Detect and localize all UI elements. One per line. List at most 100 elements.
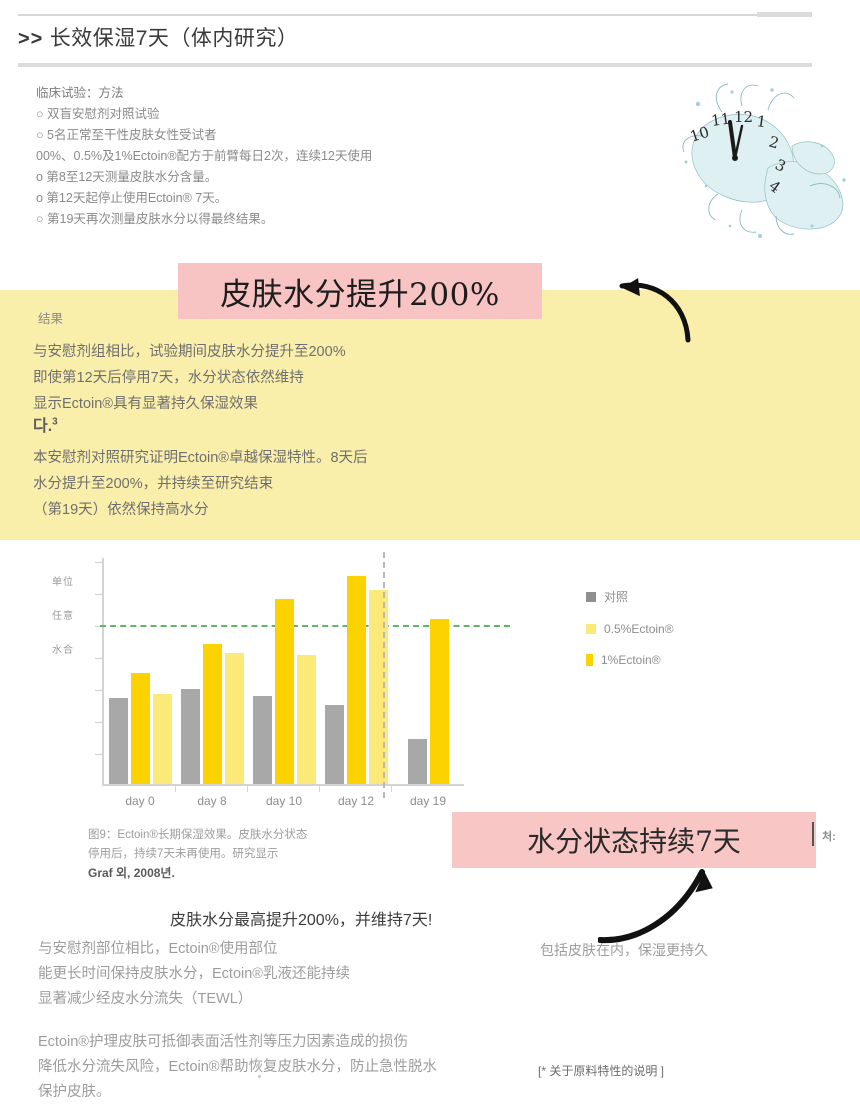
caption-line: 图9：Ectoin®长期保湿效果。皮肤水分状态 <box>88 829 308 841</box>
bottom-block-1: 与安慰剂部位相比，Ectoin®使用部位 能更长时间保持皮肤水分，Ectoin®… <box>38 937 350 1012</box>
y-tick <box>95 658 103 659</box>
legend-item-control: 对照 <box>586 588 674 605</box>
results-line: 与安慰剂组相比，试验期间皮肤水分提升至200% <box>33 344 346 360</box>
x-label: day 12 <box>337 794 375 808</box>
header-divider-top <box>18 14 770 16</box>
y-label-part: 单位 <box>52 577 74 588</box>
page-title: >> 长效保湿7天（体内研究） <box>18 22 298 52</box>
bar-1pct <box>346 576 366 784</box>
caption-source: Graf 외, 2008년. <box>88 866 175 880</box>
bar-control <box>407 738 427 784</box>
results-line: 即使第12天后停用7天，水分状态依然维持 <box>33 370 304 386</box>
svg-text:11: 11 <box>710 109 731 129</box>
curved-arrow-left-icon <box>619 278 691 343</box>
methods-line: o 第12天起停止使用Ectoin® 7天。 <box>36 191 228 205</box>
legend-label: 0.5%Ectoin® <box>604 622 674 636</box>
banner-edge-fragment: 처: <box>822 831 836 843</box>
bottom-line: 降低水分流失风险，Ectoin®帮助恢复皮肤水分，防止急性脱水 <box>38 1059 437 1075</box>
highlight-banner-bottom-text: 水分状态持续7天 <box>527 825 741 858</box>
chart-y-axis-label: 单位 任意 水合 <box>50 566 76 668</box>
bar-1pct <box>202 643 222 784</box>
svg-text:1: 1 <box>755 112 767 131</box>
methods-line: 00%、0.5%及1%Ectoin®配方于前臂每日2次，连续12天使用 <box>36 149 373 163</box>
results-label: 结果 <box>38 312 64 326</box>
chart-caption: 图9：Ectoin®长期保湿效果。皮肤水分状态 停用后，持续7天未再使用。研究显… <box>88 826 307 883</box>
results-paragraph-2: 本安慰剂对照研究证明Ectoin®卓越保湿特性。8天后 水分提升至200%，并持… <box>33 445 368 523</box>
highlight-banner-top-text: 皮肤水分提升200% <box>220 276 500 313</box>
header-divider-bottom <box>18 63 812 67</box>
legend-item-1pct: 1%Ectoin® <box>586 653 674 667</box>
chart-reference-line <box>100 625 510 627</box>
bar-group-day12 <box>320 558 392 792</box>
methods-line: ○ 第19天再次测量皮肤水分以得最终结果。 <box>36 212 274 226</box>
methods-block: 临床试验：方法 ○ 双盲安慰剂对照试验 ○ 5名正常至干性皮肤女性受试者 00%… <box>36 83 466 230</box>
bar-group-day19 <box>392 558 464 784</box>
legend-label: 对照 <box>604 590 629 604</box>
bar-group-day0 <box>104 558 176 792</box>
bar-control <box>108 698 128 784</box>
hydration-bar-chart: 单位 任意 水合 <box>50 552 510 822</box>
results-line: 显示Ectoin®具有显著持久保湿效果 <box>33 396 258 412</box>
bar-control <box>324 704 344 784</box>
legend-swatch-icon <box>586 654 593 666</box>
bar-1pct <box>429 619 449 784</box>
x-label: day 8 <box>197 794 227 808</box>
y-tick <box>95 562 103 563</box>
title-text: 长效保湿7天（体内研究） <box>49 27 299 50</box>
bar-group-day10 <box>248 558 320 792</box>
chart-legend: 对照 0.5%Ectoin® 1%Ectoin® <box>586 588 674 684</box>
title-chevron: >> <box>18 28 44 50</box>
svg-text:2: 2 <box>767 133 781 153</box>
bar-group-day8 <box>176 558 248 792</box>
water-splash-clock-image: 10 11 12 1 2 3 4 <box>682 83 846 238</box>
y-label-part: 水合 <box>52 645 74 656</box>
bar-1pct <box>274 598 294 784</box>
x-label: day 0 <box>125 794 155 808</box>
footnote-marker: 3 <box>52 416 58 428</box>
bottom-line: 能更长时间保持皮肤水分，Ectoin®乳液还能持续 <box>38 966 350 982</box>
bar-05pct <box>152 693 172 784</box>
bar-05pct <box>368 589 388 784</box>
stray-dot <box>258 1075 261 1078</box>
methods-line: ○ 5名正常至干性皮肤女性受试者 <box>36 128 217 142</box>
svg-text:10: 10 <box>688 123 712 146</box>
footnote-text: [* 关于原料特性的说明 ] <box>538 1064 665 1078</box>
results-panel: 结果 与安慰剂组相比，试验期间皮肤水分提升至200% 即使第12天后停用7天，水… <box>0 290 860 540</box>
x-label: day 10 <box>265 794 303 808</box>
bar-05pct <box>296 655 316 784</box>
curved-arrow-up-icon <box>598 869 713 944</box>
results-line: 本安慰剂对照研究证明Ectoin®卓越保湿特性。8天后 <box>33 450 368 466</box>
bar-control <box>252 695 272 784</box>
legend-item-05pct: 0.5%Ectoin® <box>586 622 674 636</box>
bottom-line: Ectoin®护理皮肤可抵御表面活性剂等压力因素造成的损伤 <box>38 1034 408 1050</box>
bar-1pct <box>130 673 150 784</box>
bar-05pct <box>224 652 244 784</box>
y-tick <box>95 722 103 723</box>
bottom-line: 与安慰剂部位相比，Ectoin®使用部位 <box>38 941 278 957</box>
header-divider-top-cap <box>757 12 812 17</box>
chart-x-axis <box>102 784 464 786</box>
banner-edge-bar <box>812 822 814 846</box>
y-tick <box>95 626 103 627</box>
legend-swatch-icon <box>586 624 596 634</box>
y-tick <box>95 690 103 691</box>
bar-control <box>180 689 200 784</box>
chart-y-axis <box>102 558 104 786</box>
bottom-block-2: Ectoin®护理皮肤可抵御表面活性剂等压力因素造成的损伤 降低水分流失风险，E… <box>38 1030 437 1105</box>
highlight-banner-top: 皮肤水分提升200% <box>178 263 542 319</box>
bottom-line: 显著减少经皮水分流失（TEWL） <box>38 991 253 1007</box>
bottom-headline: 皮肤水分最高提升200%，并维持7天! <box>170 912 433 929</box>
results-paragraph-1: 与安慰剂组相比，试验期间皮肤水分提升至200% 即使第12天后停用7天，水分状态… <box>33 339 346 417</box>
y-tick <box>95 594 103 595</box>
methods-heading: 临床试验：方法 <box>36 86 124 100</box>
svg-text:12: 12 <box>734 108 753 126</box>
legend-swatch-icon <box>586 591 596 602</box>
bottom-right-note: 包括皮肤在内，保湿更持久 <box>540 942 708 958</box>
chart-bar-groups <box>104 558 464 792</box>
caption-line: 停用后，持续7天未再使用。研究显示 <box>88 848 279 860</box>
highlight-banner-bottom: 水分状态持续7天 <box>452 812 816 868</box>
korean-text: 다. <box>33 418 53 435</box>
bottom-line: 保护皮肤。 <box>38 1084 111 1100</box>
chart-phase-divider <box>383 552 385 798</box>
